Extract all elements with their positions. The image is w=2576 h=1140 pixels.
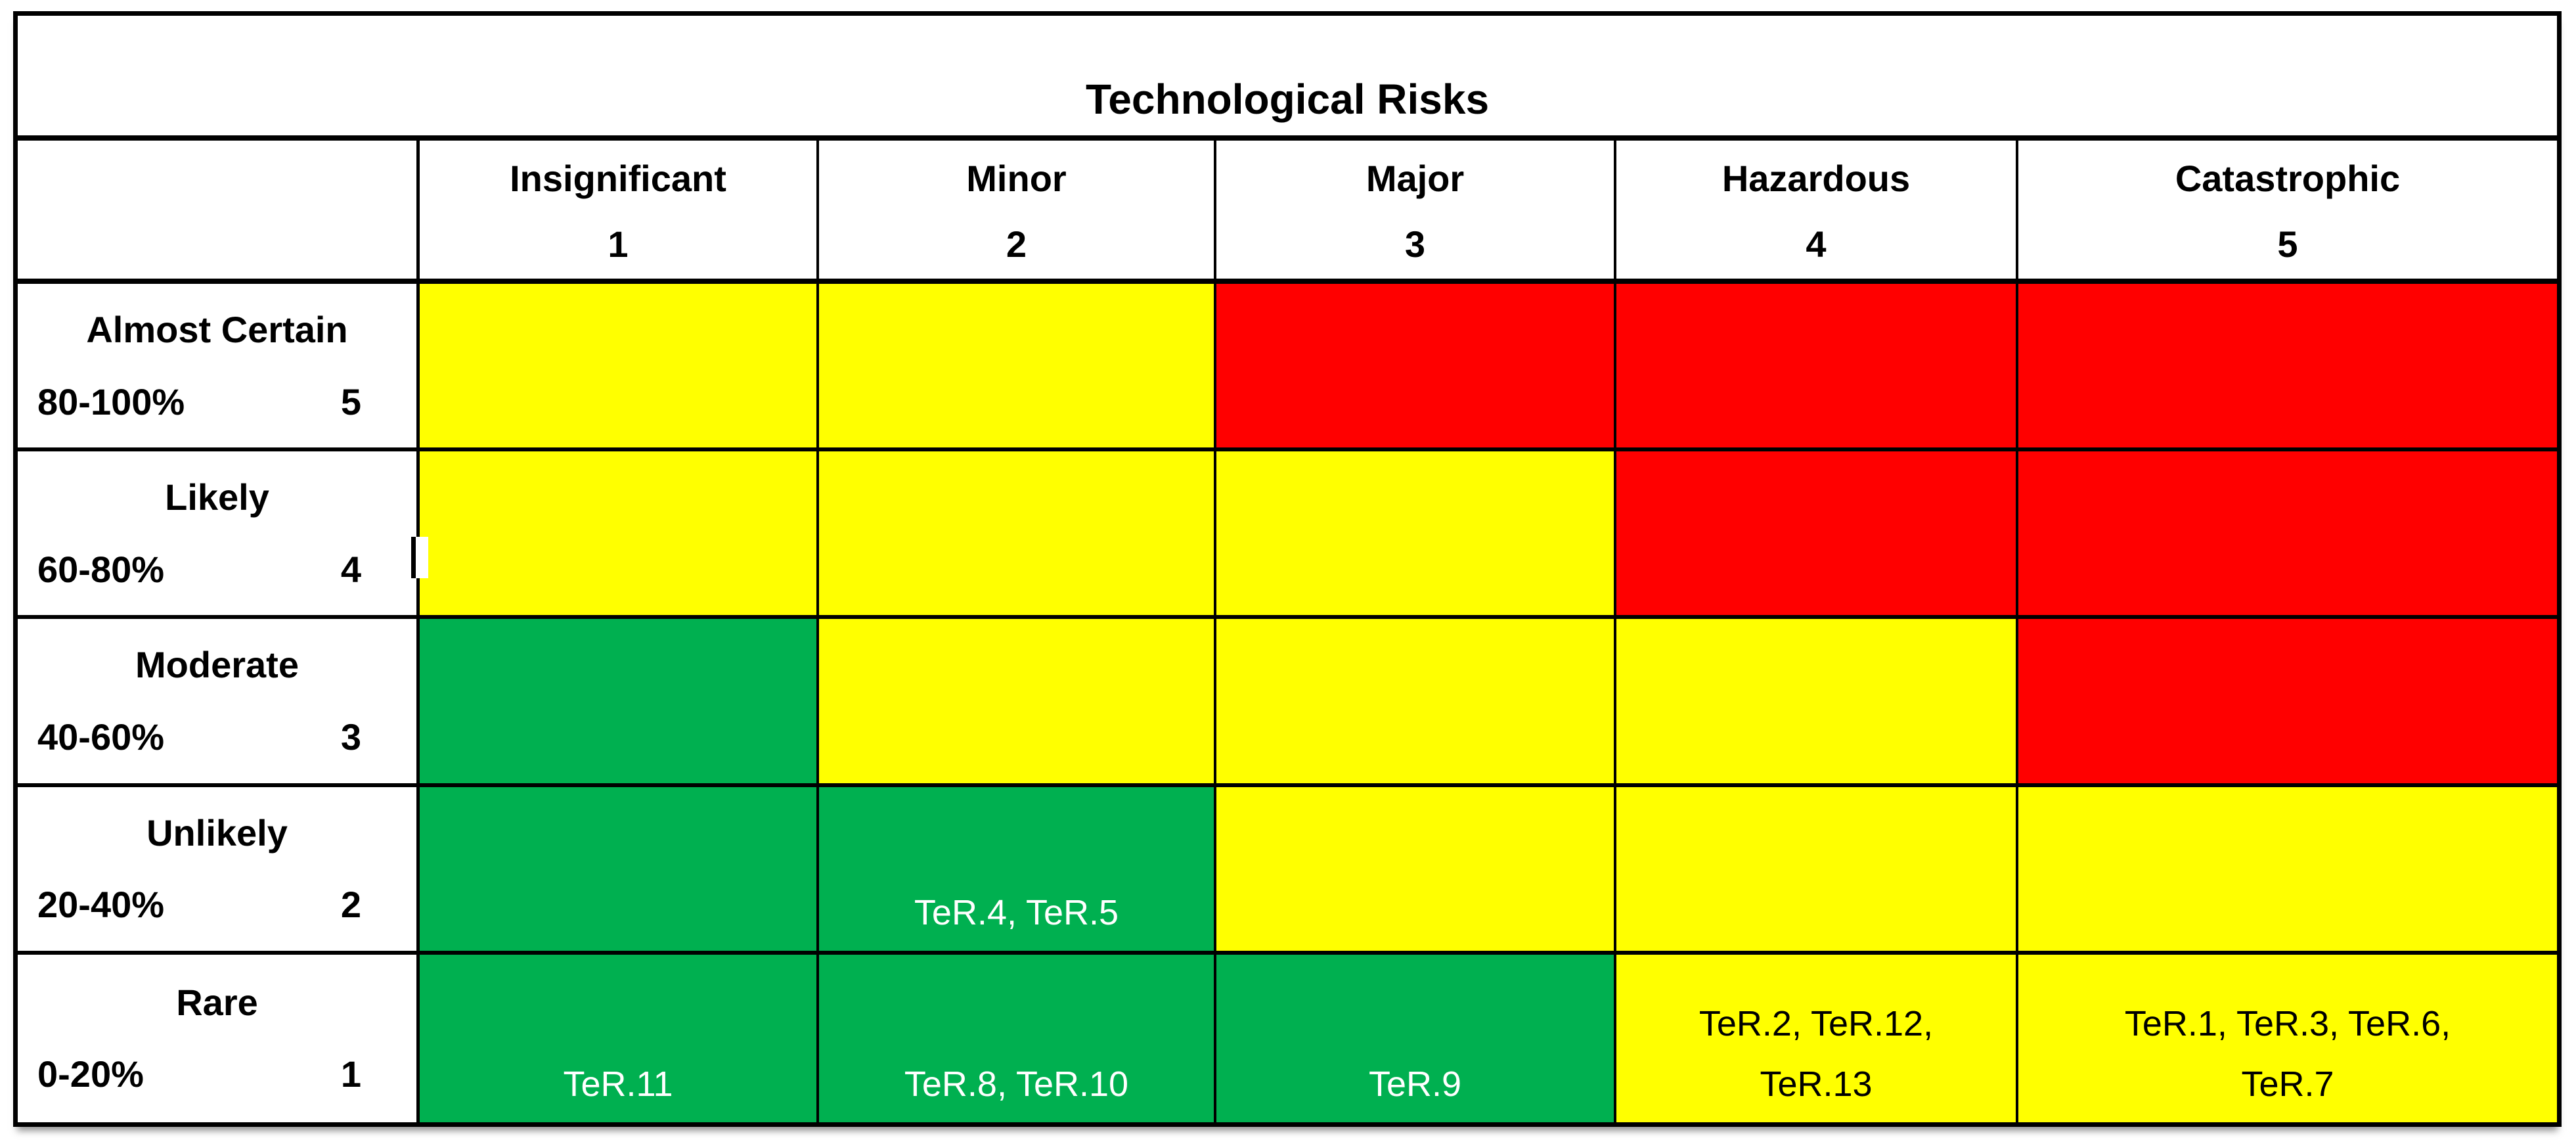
column-header-insignificant: Insignificant 1 <box>420 141 819 284</box>
risk-ids: TeR.9 <box>1368 1064 1462 1104</box>
row-header-rare: Rare 0-20% 1 <box>18 954 420 1122</box>
row-value: 1 <box>340 1053 361 1095</box>
row-value: 3 <box>340 716 361 758</box>
row-probability-range: 20-40% <box>37 884 165 926</box>
row-probability-range: 60-80% <box>37 548 165 590</box>
matrix-cell <box>819 451 1216 620</box>
matrix-cell <box>2018 619 2557 787</box>
row-header-almost-certain: Almost Certain 80-100% 5 <box>18 284 420 452</box>
row-label: Likely <box>165 476 269 518</box>
risk-matrix-table: Technological Risks Insignificant 1 Mino… <box>13 11 2562 1127</box>
risk-ids: TeR.2, TeR.12, <box>1699 1003 1934 1043</box>
row-header-moderate: Moderate 40-60% 3 <box>18 619 420 787</box>
matrix-cell <box>1616 619 2018 787</box>
matrix-cell: TeR.9 <box>1216 954 1616 1122</box>
row-value: 2 <box>340 884 361 926</box>
table-title-cell: Technological Risks <box>18 16 2557 141</box>
row-header-likely: Likely 60-80% 4 <box>18 451 420 620</box>
matrix-cell <box>420 284 819 452</box>
column-header-value: 2 <box>1006 223 1027 265</box>
matrix-cell <box>819 619 1216 787</box>
column-header-label: Major <box>1366 158 1465 200</box>
matrix-cell: TeR.2, TeR.12, TeR.13 <box>1616 954 2018 1122</box>
risk-ids: TeR.13 <box>1760 1064 1873 1104</box>
matrix-cell <box>1216 284 1616 452</box>
risk-ids: TeR.8, TeR.10 <box>904 1064 1129 1104</box>
border-jog-artifact <box>411 537 428 578</box>
table-title: Technological Risks <box>1085 76 1490 123</box>
matrix-cell <box>2018 451 2557 620</box>
row-probability-range: 0-20% <box>37 1053 144 1095</box>
matrix-cell: TeR.1, TeR.3, TeR.6, TeR.7 <box>2018 954 2557 1122</box>
row-header-unlikely: Unlikely 20-40% 2 <box>18 787 420 955</box>
column-header-label: Catastrophic <box>2175 158 2401 200</box>
matrix-cell <box>1216 451 1616 620</box>
matrix-cell: TeR.4, TeR.5 <box>819 787 1216 955</box>
column-header-value: 5 <box>2277 223 2298 265</box>
risk-ids: TeR.7 <box>2241 1064 2334 1104</box>
matrix-cell <box>1616 787 2018 955</box>
matrix-cell <box>420 787 819 955</box>
row-probability-range: 40-60% <box>37 716 165 758</box>
risk-ids: TeR.4, TeR.5 <box>914 892 1119 932</box>
column-header-label: Insignificant <box>510 158 726 200</box>
row-label: Almost Certain <box>86 309 348 350</box>
row-probability-range: 80-100% <box>37 380 185 422</box>
matrix-cell <box>420 451 819 620</box>
row-label: Unlikely <box>146 811 288 854</box>
column-header-hazardous: Hazardous 4 <box>1616 141 2018 284</box>
corner-cell <box>18 141 420 284</box>
row-label: Rare <box>176 981 258 1023</box>
matrix-cell <box>1216 787 1616 955</box>
matrix-cell <box>1216 619 1616 787</box>
matrix-cell <box>819 284 1216 452</box>
column-header-value: 4 <box>1806 223 1827 265</box>
row-value: 4 <box>340 548 361 590</box>
column-header-label: Minor <box>966 158 1067 200</box>
matrix-cell <box>2018 787 2557 955</box>
column-header-catastrophic: Catastrophic 5 <box>2018 141 2557 284</box>
matrix-cell: TeR.8, TeR.10 <box>819 954 1216 1122</box>
column-header-label: Hazardous <box>1721 158 1911 200</box>
column-header-minor: Minor 2 <box>819 141 1216 284</box>
column-header-value: 1 <box>608 223 629 265</box>
matrix-cell <box>1616 451 2018 620</box>
matrix-cell <box>2018 284 2557 452</box>
risk-ids: TeR.11 <box>563 1064 673 1104</box>
column-header-value: 3 <box>1404 223 1426 265</box>
column-header-major: Major 3 <box>1216 141 1616 284</box>
risk-ids: TeR.1, TeR.3, TeR.6, <box>2124 1003 2451 1043</box>
row-value: 5 <box>340 380 361 422</box>
matrix-cell <box>420 619 819 787</box>
matrix-cell <box>1616 284 2018 452</box>
row-label: Moderate <box>135 644 299 686</box>
matrix-cell: TeR.11 <box>420 954 819 1122</box>
